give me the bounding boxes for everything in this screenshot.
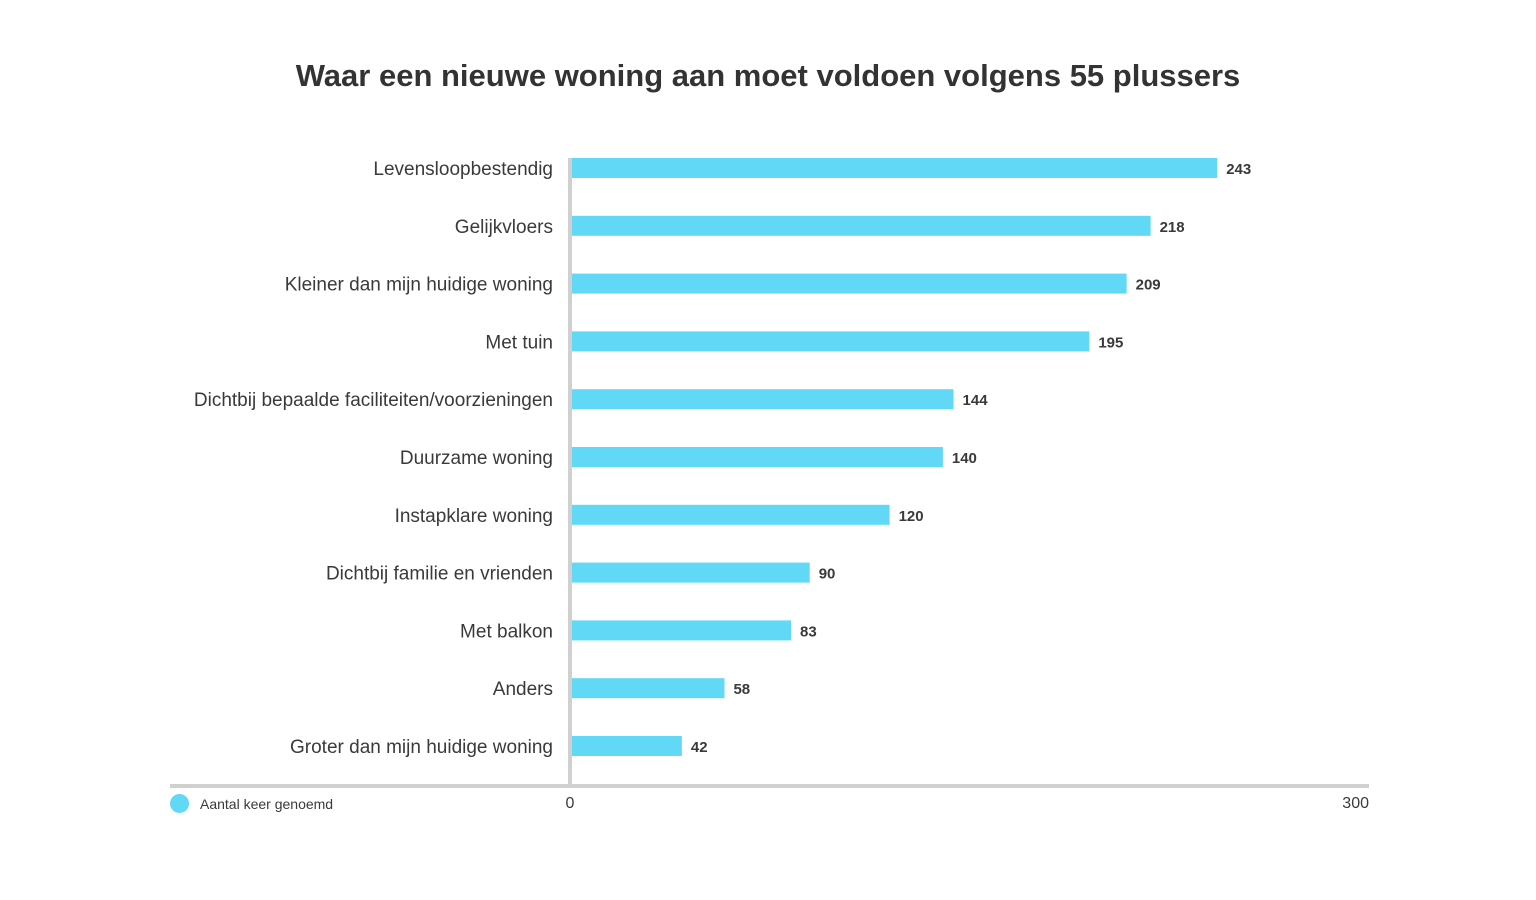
- value-label: 42: [691, 739, 708, 756]
- category-label: Gelijkvloers: [455, 217, 553, 238]
- value-label: 209: [1136, 277, 1161, 294]
- value-label: 58: [733, 681, 750, 698]
- x-tick-label: 300: [1342, 795, 1369, 812]
- legend: Aantal keer genoemd: [170, 794, 333, 813]
- bar: [570, 736, 682, 756]
- category-label: Levensloopbestendig: [373, 159, 553, 180]
- bar: [570, 562, 810, 583]
- bar: [570, 215, 1151, 236]
- bar: [570, 158, 1218, 178]
- x-tick-label: 0: [566, 795, 575, 812]
- category-label: Dichtbij familie en vrienden: [326, 564, 553, 585]
- category-label: Dichtbij bepaalde faciliteiten/voorzieni…: [194, 390, 553, 411]
- value-label: 83: [800, 623, 817, 640]
- bar: [570, 447, 943, 467]
- bar: [570, 273, 1127, 294]
- value-label: 90: [819, 566, 836, 583]
- bar: [570, 389, 954, 410]
- category-label: Groter dan mijn huidige woning: [290, 737, 553, 758]
- category-label: Met tuin: [485, 332, 553, 353]
- value-label: 120: [899, 508, 924, 525]
- bar: [570, 678, 725, 699]
- category-label: Met balkon: [460, 621, 553, 642]
- category-label: Kleiner dan mijn huidige woning: [285, 275, 553, 296]
- bar: [570, 504, 890, 525]
- bar: [570, 620, 792, 641]
- category-label: Anders: [493, 679, 553, 700]
- value-label: 144: [963, 392, 989, 409]
- category-label: Duurzame woning: [400, 448, 553, 469]
- bar: [570, 331, 1090, 352]
- legend-swatch: [170, 794, 189, 813]
- chart-title: Waar een nieuwe woning aan moet voldoen …: [295, 58, 1241, 93]
- value-label: 140: [952, 450, 977, 467]
- value-label: 218: [1160, 219, 1185, 236]
- value-label: 195: [1098, 334, 1123, 351]
- legend-label: Aantal keer genoemd: [200, 795, 334, 812]
- category-label: Instapklare woning: [395, 506, 553, 527]
- value-label: 243: [1226, 161, 1251, 178]
